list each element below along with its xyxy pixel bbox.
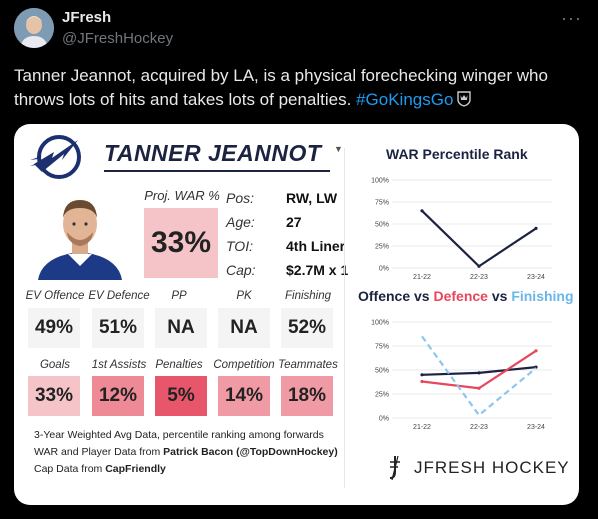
y-tick-label: 50%: [375, 368, 389, 375]
x-tick-label: 21-22: [413, 424, 431, 431]
stat-label-teammates: Teammates: [278, 359, 338, 371]
stat-box-first-assists: 12%: [92, 376, 144, 416]
footnote-prefix: Cap Data from: [34, 463, 106, 475]
chart-title-offence-defence-finishing: Offence vs Defence vs Finishing: [358, 288, 574, 304]
jfresh-hockey-brand: JFRESH HOCKEY: [386, 454, 570, 482]
y-tick-label: 25%: [375, 244, 389, 251]
stat-label-ev-offence: EV Offence: [25, 290, 85, 302]
data-point: [420, 209, 424, 213]
info-value: RW, LW: [286, 190, 338, 206]
title-finishing: Finishing: [511, 288, 574, 304]
x-tick-label: 22-23: [470, 424, 488, 431]
data-point: [420, 379, 424, 384]
y-tick-label: 100%: [371, 178, 389, 185]
stat-label-first-assists: 1st Assists: [91, 359, 147, 371]
info-label: Cap:: [226, 262, 256, 278]
y-tick-label: 75%: [375, 344, 389, 351]
y-tick-label: 0%: [379, 266, 389, 273]
info-value: $2.7M x 1: [286, 262, 349, 278]
title-offence: Offence: [358, 288, 411, 304]
stat-box-ev-offence: 49%: [28, 308, 80, 348]
footnote-prefix: WAR and Player Data from: [34, 446, 164, 458]
tampa-bay-lightning-logo: [30, 135, 81, 179]
stat-box-ev-defence: 51%: [92, 308, 144, 348]
player-name: TANNER JEANNOT: [104, 140, 322, 166]
stat-label-penalties: Penalties: [155, 359, 203, 371]
data-point: [534, 226, 538, 230]
series-line: [421, 335, 537, 417]
title-defence: Defence: [433, 288, 488, 304]
data-point: [477, 371, 481, 375]
data-point: [534, 349, 538, 353]
war-percentile-chart: 0% 25% 50% 75% 100% 21-22 22-23 23-24: [371, 178, 552, 281]
footnote-data-note: 3-Year Weighted Avg Data, percentile ran…: [34, 429, 324, 441]
jfresh-logo-icon: [389, 455, 400, 481]
y-tick-label: 0%: [379, 416, 389, 423]
stat-box-pp: NA: [155, 308, 207, 348]
column-divider: [344, 148, 345, 488]
data-point: [477, 264, 481, 268]
player-photo: [32, 186, 128, 280]
hashtag-link[interactable]: #GoKingsGo: [356, 90, 454, 109]
info-label: TOI:: [226, 238, 253, 254]
stat-box-finishing: 52%: [281, 308, 333, 348]
footnote-war-source: WAR and Player Data from Patrick Bacon (…: [34, 446, 338, 458]
la-kings-shield-icon: [457, 91, 472, 107]
stat-box-penalties: 5%: [155, 376, 207, 416]
title-vs: vs: [487, 288, 512, 304]
player-card-image[interactable]: TANNER JEANNOT ▼ Proj. WAR % 33% Pos: RW…: [14, 124, 579, 505]
projected-war-value: 33%: [144, 208, 218, 278]
offence-defence-finishing-chart: 0% 25% 50% 75% 100% 21-22 22-23 23-24: [371, 320, 552, 431]
footnote-source-name: CapFriendly: [105, 463, 166, 475]
brand-text: JFRESH HOCKEY: [414, 458, 570, 477]
y-tick-label: 75%: [375, 200, 389, 207]
stat-label-finishing: Finishing: [284, 290, 332, 302]
more-horizontal-icon[interactable]: ···: [561, 8, 582, 28]
data-point: [420, 373, 424, 377]
caret-down-icon: ▼: [334, 144, 343, 154]
info-value: 4th Liner: [286, 238, 346, 254]
user-handle[interactable]: @JFreshHockey: [62, 30, 174, 47]
x-tick-label: 21-22: [413, 274, 431, 281]
stat-label-ev-defence: EV Defence: [88, 290, 150, 302]
display-name[interactable]: JFresh: [62, 9, 112, 26]
y-tick-label: 100%: [371, 320, 389, 327]
y-tick-label: 25%: [375, 392, 389, 399]
tweet-body: Tanner Jeannot, acquired by LA, is a phy…: [14, 66, 548, 109]
info-label: Pos:: [226, 190, 255, 206]
tweet-text: Tanner Jeannot, acquired by LA, is a phy…: [14, 64, 584, 112]
x-tick-label: 22-23: [470, 274, 488, 281]
stat-box-goals: 33%: [28, 376, 80, 416]
avatar[interactable]: [14, 8, 54, 48]
x-tick-label: 23-24: [527, 274, 545, 281]
info-label: Age:: [226, 214, 255, 230]
projected-war-label: Proj. WAR %: [144, 188, 220, 203]
footnote-source-name: Patrick Bacon (@TopDownHockey): [163, 446, 338, 458]
footnote-cap-source: Cap Data from CapFriendly: [34, 463, 166, 475]
data-point: [477, 386, 481, 390]
stat-box-competition: 14%: [218, 376, 270, 416]
series-line: [421, 210, 537, 268]
x-tick-label: 23-24: [527, 424, 545, 431]
stat-box-teammates: 18%: [281, 376, 333, 416]
stat-box-pk: NA: [218, 308, 270, 348]
stat-label-competition: Competition: [213, 359, 275, 371]
stat-label-pk: PK: [236, 290, 252, 302]
chart-title-war: WAR Percentile Rank: [386, 146, 528, 162]
stat-label-pp: PP: [171, 290, 187, 302]
info-value: 27: [286, 214, 302, 230]
title-vs: vs: [410, 288, 434, 304]
y-tick-label: 50%: [375, 222, 389, 229]
name-underline: [104, 170, 330, 172]
stat-label-goals: Goals: [39, 359, 71, 371]
